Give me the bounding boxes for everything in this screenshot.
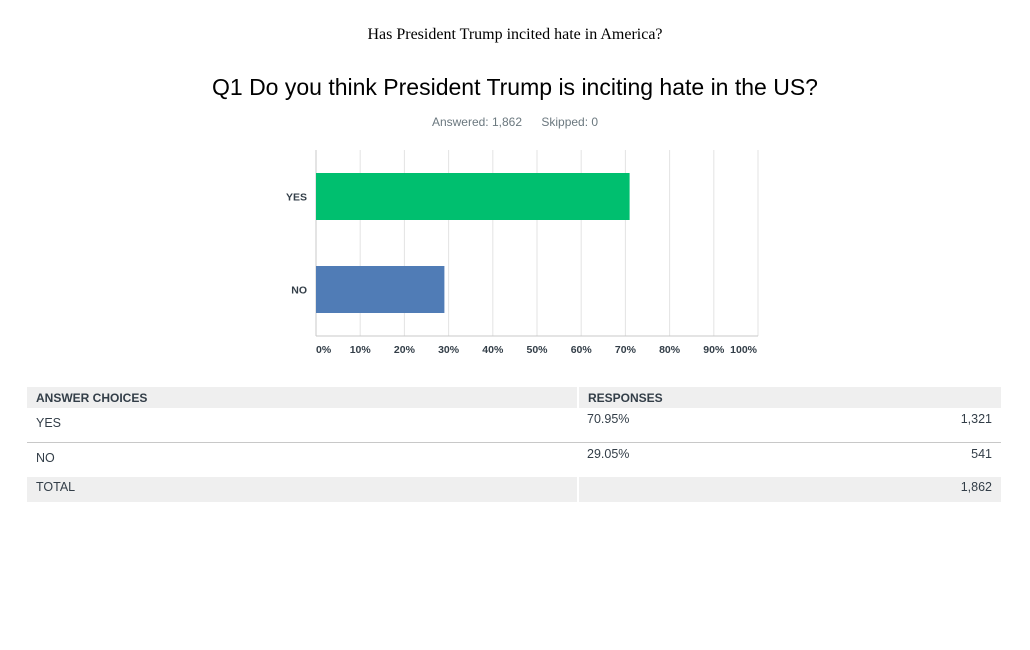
category-label: YES xyxy=(286,192,307,204)
table-row: NO 29.05% 541 xyxy=(27,443,1001,478)
x-tick-label: 70% xyxy=(615,344,637,356)
row-percent: 29.05% xyxy=(587,447,630,461)
total-percent-blank xyxy=(578,477,716,502)
row-choice: YES xyxy=(27,408,578,443)
row-percent: 70.95% xyxy=(578,408,716,443)
page-header: Has President Trump incited hate in Amer… xyxy=(367,26,663,43)
row-choice: NO xyxy=(36,451,55,465)
x-tick-label: 20% xyxy=(394,344,416,356)
skipped-count: Skipped: 0 xyxy=(541,115,599,129)
answered-count: Answered: 1,862 xyxy=(431,115,522,129)
x-tick-label: 0% xyxy=(316,344,332,356)
bar-chart: 0% 10% 20% 30% 40% 50% 60% 70% 80% 90% 100% YES NO xyxy=(286,150,759,356)
x-tick-label: 30% xyxy=(438,344,460,356)
total-count: 1,862 xyxy=(716,477,1001,502)
response-stats: Answered: 1,862 Skipped: 0 xyxy=(0,115,1030,129)
x-tick-label: 60% xyxy=(571,344,593,356)
bar-yes xyxy=(316,173,630,220)
x-tick-label: 10% xyxy=(350,344,372,356)
header-responses: RESPONSES xyxy=(578,387,1001,408)
x-tick-label: 40% xyxy=(482,344,504,356)
x-tick-label: 80% xyxy=(659,344,681,356)
question-title: Q1 Do you think President Trump is incit… xyxy=(212,74,818,100)
category-label: NO xyxy=(291,285,307,297)
header-answer-choices: ANSWER CHOICES xyxy=(27,387,579,408)
results-table: ANSWER CHOICES RESPONSES YES 70.95% 1,32… xyxy=(27,387,1001,502)
total-row: TOTAL 1,862 xyxy=(27,477,1001,502)
x-tick-label: 100% xyxy=(730,344,758,356)
table-header-row: ANSWER CHOICES RESPONSES xyxy=(27,387,1001,408)
row-count: 541 xyxy=(971,447,992,461)
row-count: 1,321 xyxy=(716,408,1001,443)
bar-no xyxy=(316,266,445,313)
x-tick-label: 50% xyxy=(526,344,548,356)
table-row: YES 70.95% 1,321 xyxy=(27,408,1001,443)
x-tick-label: 90% xyxy=(703,344,725,356)
total-label: TOTAL xyxy=(27,477,579,502)
